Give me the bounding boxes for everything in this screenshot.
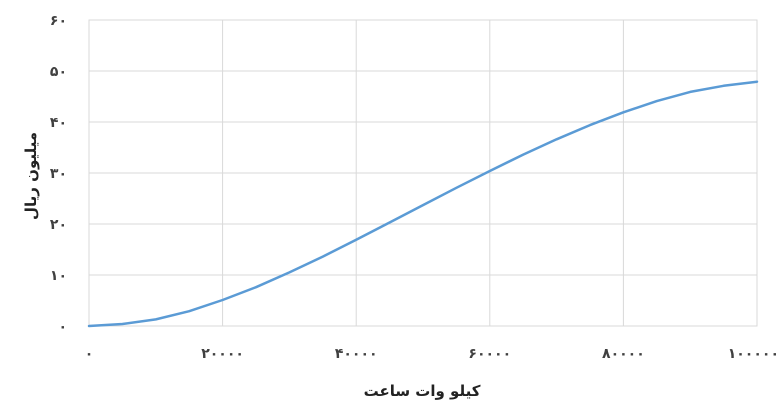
- y-tick-label: ۴۰: [50, 115, 67, 131]
- y-tick-label: ۰: [58, 319, 67, 335]
- y-tick-label: ۳۰: [50, 166, 67, 182]
- y-tick-label: ۲۰: [50, 217, 67, 233]
- y-axis-title: میلیون ریال: [22, 132, 40, 220]
- y-tick-label: ۱۰: [50, 268, 67, 284]
- x-tick-label: ۰: [85, 346, 94, 362]
- x-axis-title: کیلو وات ساعت: [364, 382, 481, 400]
- grid: [89, 20, 757, 326]
- series-layer: [89, 82, 757, 326]
- x-tick-label: ۶۰۰۰۰: [468, 346, 511, 362]
- x-tick-label: ۱۰۰۰۰۰: [728, 346, 779, 362]
- y-tick-label: ۶۰: [50, 13, 67, 29]
- tick-labels: ۰ ۱۰ ۲۰ ۳۰ ۴۰ ۵۰ ۶۰ ۰ ۲۰۰۰۰ ۴۰۰۰۰ ۶۰۰۰۰ ۸۰۰۰۰ ۱۰۰۰۰۰: [50, 13, 779, 362]
- x-tick-label: ۲۰۰۰۰: [201, 346, 244, 362]
- y-tick-label: ۵۰: [50, 64, 67, 80]
- x-tick-label: ۸۰۰۰۰: [602, 346, 645, 362]
- series-line: [89, 82, 757, 326]
- x-tick-label: ۴۰۰۰۰: [335, 346, 378, 362]
